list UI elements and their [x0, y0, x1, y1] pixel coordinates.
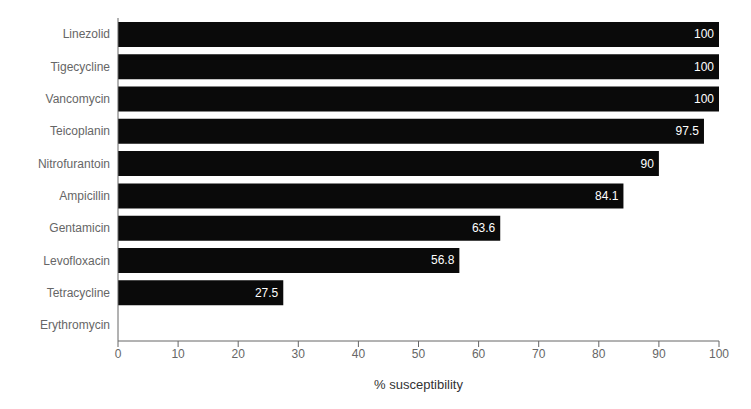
svg-text:Ampicillin: Ampicillin — [59, 189, 110, 203]
svg-text:84.1: 84.1 — [595, 189, 619, 203]
svg-text:Teicoplanin: Teicoplanin — [50, 124, 110, 138]
svg-text:63.6: 63.6 — [472, 221, 496, 235]
svg-text:40: 40 — [352, 347, 366, 361]
svg-text:100: 100 — [694, 27, 714, 41]
svg-text:90: 90 — [652, 347, 666, 361]
svg-text:97.5: 97.5 — [676, 124, 700, 138]
svg-text:Nitrofurantoin: Nitrofurantoin — [38, 157, 110, 171]
svg-text:80: 80 — [592, 347, 606, 361]
svg-text:Linezolid: Linezolid — [63, 27, 110, 41]
svg-text:100: 100 — [709, 347, 729, 361]
svg-text:% susceptibility: % susceptibility — [374, 377, 463, 392]
svg-text:Tigecycline: Tigecycline — [50, 60, 110, 74]
svg-text:100: 100 — [694, 92, 714, 106]
svg-text:30: 30 — [292, 347, 306, 361]
svg-text:50: 50 — [412, 347, 426, 361]
svg-text:Tetracycline: Tetracycline — [47, 286, 111, 300]
svg-text:10: 10 — [171, 347, 185, 361]
svg-text:Gentamicin: Gentamicin — [49, 221, 110, 235]
svg-text:20: 20 — [232, 347, 246, 361]
svg-text:90: 90 — [641, 157, 655, 171]
svg-text:60: 60 — [472, 347, 486, 361]
svg-text:70: 70 — [532, 347, 546, 361]
svg-text:0: 0 — [115, 347, 122, 361]
svg-text:56.8: 56.8 — [431, 253, 455, 267]
svg-text:100: 100 — [694, 60, 714, 74]
svg-text:Levofloxacin: Levofloxacin — [43, 254, 110, 268]
svg-text:27.5: 27.5 — [255, 286, 279, 300]
svg-text:Vancomycin: Vancomycin — [46, 92, 110, 106]
svg-text:Erythromycin: Erythromycin — [40, 318, 110, 332]
